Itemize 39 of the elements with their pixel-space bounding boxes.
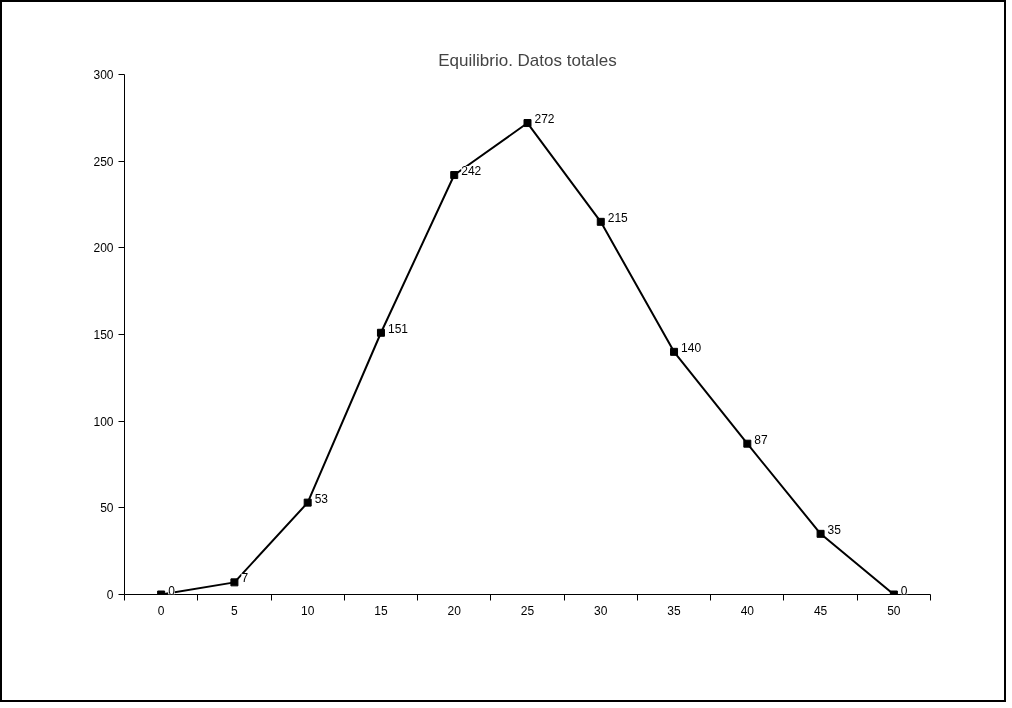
data-label: 35 — [827, 522, 842, 537]
data-label: 87 — [754, 432, 768, 447]
y-tick-label: 250 — [93, 154, 114, 169]
data-label: 215 — [607, 210, 629, 225]
x-tick-label: 25 — [520, 603, 535, 618]
point — [743, 439, 752, 448]
point — [670, 347, 679, 356]
chart-title: Equilibrio. Datos totales — [438, 50, 617, 70]
y-tick-label: 50 — [100, 501, 114, 516]
x-tick-label: 45 — [813, 603, 828, 618]
x-tick-label: 40 — [740, 603, 755, 618]
y-tick-label: 200 — [93, 241, 114, 256]
x-tick-label: 10 — [301, 603, 315, 618]
y-tick-label: 0 — [106, 588, 114, 602]
data-label: 53 — [314, 491, 329, 506]
point — [303, 498, 312, 507]
x-tick-label: 15 — [374, 603, 388, 618]
x-tick-label: 35 — [667, 603, 682, 618]
x-tick-label: 30 — [594, 603, 608, 618]
point — [230, 578, 239, 587]
data-label: 0 — [168, 583, 176, 598]
point — [450, 171, 459, 180]
y-tick-label: 150 — [93, 328, 114, 342]
x-tick-label: 50 — [887, 603, 901, 618]
data-label: 0 — [900, 583, 908, 598]
y-tick-label: 100 — [93, 414, 114, 429]
y-tick-label: 300 — [93, 68, 114, 82]
data-label: 272 — [534, 112, 555, 127]
data-label: 151 — [387, 321, 409, 336]
point — [376, 328, 385, 337]
point — [816, 529, 825, 538]
point — [523, 119, 532, 128]
data-label: 140 — [681, 340, 702, 355]
point — [596, 217, 605, 226]
data-label: 242 — [461, 164, 482, 179]
x-tick-label: 20 — [447, 603, 462, 618]
data-label: 7 — [241, 571, 249, 586]
x-tick-label: 0 — [157, 603, 165, 618]
x-tick-label: 5 — [231, 603, 239, 618]
